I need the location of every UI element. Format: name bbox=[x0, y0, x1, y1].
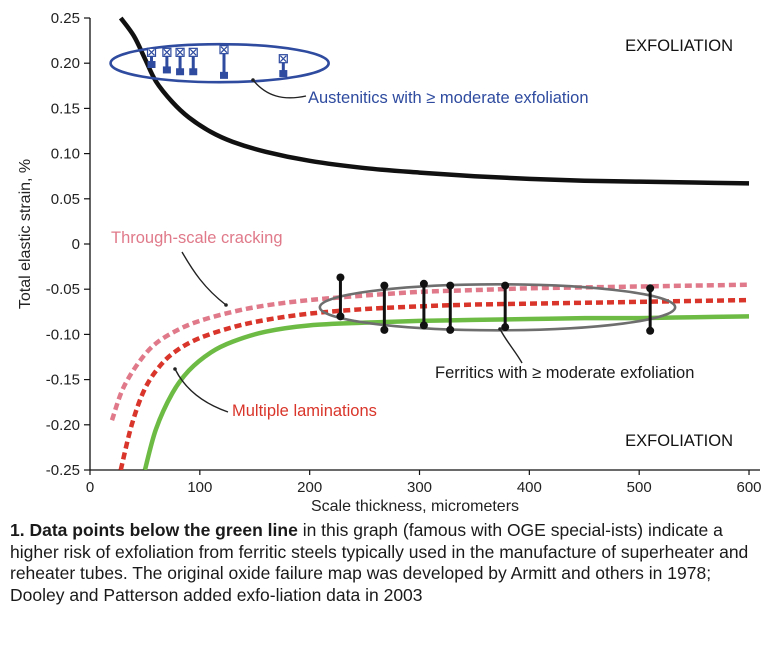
austenitic-point bbox=[176, 68, 185, 76]
through-scale-cracking-annotation-leader bbox=[181, 251, 227, 306]
y-tick-label: 0.05 bbox=[51, 191, 80, 208]
austenitic-x-marker bbox=[279, 55, 287, 63]
x-tick-label: 500 bbox=[627, 479, 652, 496]
ferritic-point-bottom bbox=[501, 323, 510, 332]
x-tick-label: 300 bbox=[407, 479, 432, 496]
chart-texts: EXFOLIATION EXFOLIATION Austenitics with ≥… bbox=[111, 37, 733, 450]
austenitic-point bbox=[220, 71, 228, 79]
ferritic-point-top bbox=[646, 284, 655, 293]
y-tick-label: -0.20 bbox=[46, 417, 80, 434]
ferritics-annotation-arrowhead bbox=[498, 327, 502, 331]
austenitics-annotation: Austenitics with ≥ moderate exfoliation bbox=[308, 89, 589, 107]
x-tick-label: 600 bbox=[737, 479, 762, 496]
austenitic-point bbox=[147, 61, 156, 69]
austenitic-point bbox=[189, 68, 198, 76]
ferritic-point-top bbox=[336, 273, 345, 282]
y-tick-label: -0.05 bbox=[46, 281, 80, 298]
ferritic-point-bottom bbox=[419, 321, 428, 330]
y-tick-label: -0.15 bbox=[46, 372, 80, 389]
caption-lead: 1. Data points below the green line bbox=[10, 520, 298, 540]
data-ellipses bbox=[109, 42, 677, 332]
ferritic-point-top bbox=[501, 281, 510, 290]
y-tick-label: -0.25 bbox=[46, 462, 80, 479]
austenitic-x-marker bbox=[220, 46, 228, 54]
ferritic-point-top bbox=[446, 281, 455, 290]
austenitic-x-marker bbox=[163, 48, 171, 56]
ferritic-point-bottom bbox=[380, 325, 389, 334]
through-scale-cracking-annotation: Through-scale cracking bbox=[111, 229, 283, 247]
x-tick-label: 0 bbox=[86, 479, 94, 496]
y-tick-label: 0.25 bbox=[51, 10, 80, 27]
austenitic-x-marker bbox=[176, 48, 184, 56]
ferritic-point-top bbox=[419, 279, 428, 288]
x-axis-label: Scale thickness, micrometers bbox=[311, 498, 519, 515]
multiple-laminations-annotation: Multiple laminations bbox=[232, 402, 377, 420]
y-axis-label: Total elastic strain, % bbox=[17, 159, 34, 309]
ferritics-annotation: Ferritics with ≥ moderate exfoliation bbox=[435, 364, 694, 382]
ferritic-point-bottom bbox=[446, 325, 455, 334]
ferritics-annotation-leader bbox=[499, 328, 523, 364]
x-tick-label: 200 bbox=[297, 479, 322, 496]
austenitic-x-marker bbox=[189, 48, 197, 56]
x-tick-label: 400 bbox=[517, 479, 542, 496]
caption-body: in this graph (famous with OGE special-i… bbox=[10, 520, 749, 605]
austenitic-point bbox=[279, 70, 288, 78]
y-tick-label: 0 bbox=[72, 236, 80, 253]
multiple-laminations-annotation-leader bbox=[174, 368, 229, 413]
y-tick-label: 0.20 bbox=[51, 55, 80, 72]
y-tick-label: 0.10 bbox=[51, 146, 80, 163]
austenitic-x-marker bbox=[148, 48, 155, 56]
green-curve bbox=[142, 314, 750, 470]
through-scale-cracking-curve bbox=[109, 282, 750, 422]
ferritics-ellipse bbox=[318, 282, 677, 332]
y-tick-label: -0.10 bbox=[46, 326, 80, 343]
austenitic-point bbox=[162, 66, 171, 74]
ferritic-point-top bbox=[380, 281, 389, 290]
ferritic-point-bottom bbox=[336, 312, 345, 321]
data-bars bbox=[146, 45, 655, 335]
multiple-laminations-curve bbox=[118, 297, 750, 470]
ferritic-point-bottom bbox=[646, 326, 655, 335]
austenitics-annotation-leader bbox=[252, 79, 307, 99]
figure-caption: 1. Data points below the green line in t… bbox=[10, 520, 758, 606]
oxide-failure-chart: 0.25 0.20 0.15 0.10 0.05 0 -0.05 -0.10 -0.15 -0.2… bbox=[17, 10, 762, 515]
y-tick-label: 0.15 bbox=[51, 100, 80, 117]
x-tick-label: 100 bbox=[187, 479, 212, 496]
exfoliation-label-lower: EXFOLIATION bbox=[625, 432, 733, 450]
multiple-laminations-annotation-arrowhead bbox=[173, 367, 177, 371]
austenitics-annotation-arrowhead bbox=[251, 78, 255, 82]
austenitics-ellipse bbox=[109, 42, 330, 84]
exfoliation-label-upper: EXFOLIATION bbox=[625, 37, 733, 55]
through-scale-cracking-annotation-arrowhead bbox=[224, 303, 228, 307]
axes: 0.25 0.20 0.15 0.10 0.05 0 -0.05 -0.10 -0.15 -0.2… bbox=[17, 10, 762, 515]
